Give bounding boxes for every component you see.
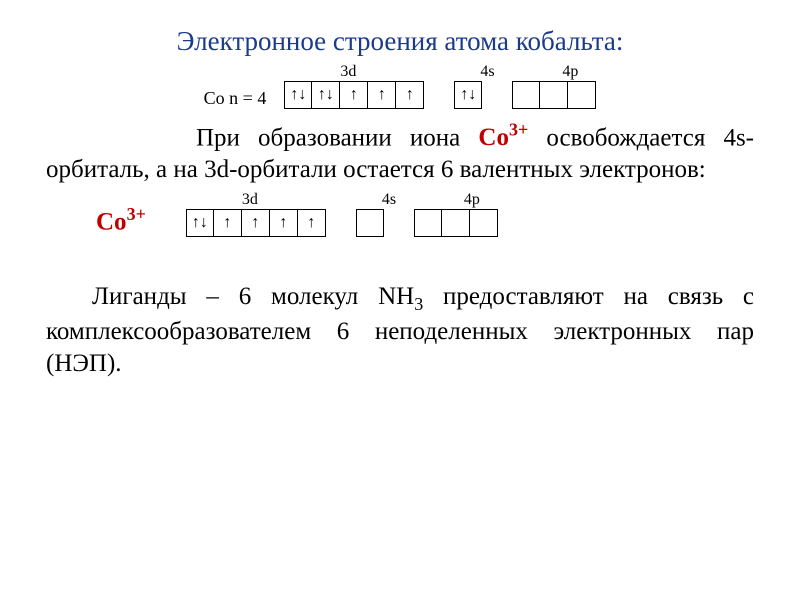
slide-title: Электронное строения атома кобальта: — [46, 26, 754, 57]
orbital-box: ↑ — [340, 81, 368, 109]
p2-seg1: Лиганды – 6 молекул — [92, 283, 378, 310]
row1-4p — [512, 81, 596, 109]
row1-orbitals: 3d 4s 4p ↑↓ ↑↓ ↑ ↑ ↑ ↑↓ — [284, 63, 596, 109]
row1-shell-labels: 3d 4s 4p — [284, 63, 596, 81]
orbital-box — [540, 81, 568, 109]
orbital-box: ↑↓ — [186, 209, 214, 237]
orbital-box — [512, 81, 540, 109]
label-4p: 4p — [562, 63, 578, 81]
paragraph-2: Лиганды – 6 молекул NH3 предоставляют на… — [46, 281, 754, 380]
row2-4s — [356, 209, 384, 237]
orbital-box: ↑↓ — [312, 81, 340, 109]
row1-3d: ↑↓ ↑↓ ↑ ↑ ↑ — [284, 81, 424, 109]
p1-ion: Co3+ — [478, 124, 528, 151]
label-3d: 3d — [340, 63, 356, 81]
orbital-box: ↑ — [396, 81, 424, 109]
row2-4p — [414, 209, 498, 237]
paragraph-1: При образовании иона Co3+ освобождается … — [46, 119, 754, 186]
orbital-box — [568, 81, 596, 109]
orbital-box — [414, 209, 442, 237]
label-3d: 3d — [242, 191, 258, 209]
orbital-box — [356, 209, 384, 237]
p2-nh3: NH3 — [378, 283, 423, 310]
orbital-row-co3plus: Co3+ 3d 4s 4p ↑↓ ↑ ↑ ↑ ↑ — [56, 190, 754, 236]
orbital-box: ↑ — [242, 209, 270, 237]
orbital-row-co: Co n = 4 3d 4s 4p ↑↓ ↑↓ ↑ ↑ ↑ ↑↓ — [46, 63, 754, 109]
orbital-box — [442, 209, 470, 237]
orbital-box — [470, 209, 498, 237]
orbital-box: ↑ — [298, 209, 326, 237]
label-4p: 4p — [464, 191, 480, 209]
label-4s: 4s — [480, 63, 494, 81]
row2-shell-labels: 3d 4s 4p — [186, 191, 498, 209]
orbital-box: ↑ — [270, 209, 298, 237]
row2-3d: ↑↓ ↑ ↑ ↑ ↑ — [186, 209, 326, 237]
orbital-box: ↑ — [214, 209, 242, 237]
row1-4s: ↑↓ — [454, 81, 482, 109]
p1-seg1: При образовании иона — [196, 124, 478, 151]
row2-ion-label: Co3+ — [96, 190, 146, 236]
row1-element-label: Co n = 4 — [204, 68, 267, 109]
orbital-box: ↑↓ — [454, 81, 482, 109]
orbital-box: ↑ — [368, 81, 396, 109]
orbital-box: ↑↓ — [284, 81, 312, 109]
label-4s: 4s — [382, 191, 396, 209]
row2-orbitals: 3d 4s 4p ↑↓ ↑ ↑ ↑ ↑ — [186, 191, 498, 237]
